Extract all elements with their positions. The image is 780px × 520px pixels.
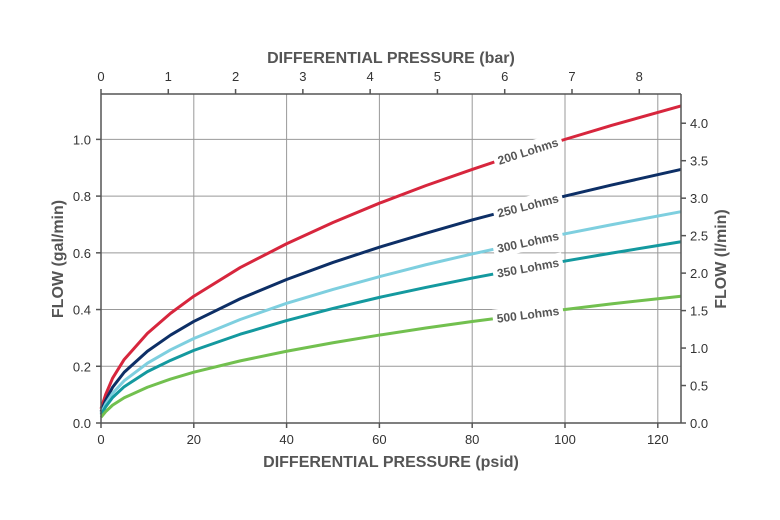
series-line-4 [99, 294, 682, 419]
x2-tick-label: 2 [232, 69, 239, 84]
y2-tick-label: 1.0 [690, 341, 708, 356]
x-tick-label: 0 [97, 432, 104, 447]
y2-axis-title: FLOW (l/min) [713, 209, 730, 309]
grid-lines [101, 94, 681, 423]
series-label-bg [491, 300, 565, 328]
x-tick-label: 80 [465, 432, 479, 447]
series-label-group-0: 200 Lohms [491, 131, 565, 171]
y2-tick-label: 0.0 [690, 416, 708, 431]
series-label-group-1: 250 Lohms [491, 187, 565, 223]
y2-tick-label: 3.5 [690, 154, 708, 169]
series-label-group-4: 500 Lohms [491, 300, 565, 328]
x2-tick-label: 8 [636, 69, 643, 84]
series-label: 200 Lohms [496, 135, 560, 167]
x2-tick-label: 6 [501, 69, 508, 84]
y2-tick-label: 2.0 [690, 266, 708, 281]
series-label-bg [491, 252, 565, 283]
x2-tick-label: 0 [97, 69, 104, 84]
y-tick-label: 0.2 [73, 359, 91, 374]
x2-tick-label: 1 [165, 69, 172, 84]
x-axis-title: DIFFERENTIAL PRESSURE (psid) [263, 454, 519, 471]
x-tick-label: 120 [647, 432, 669, 447]
series-line-2 [99, 210, 682, 415]
series-label-group-3: 350 Lohms [491, 252, 565, 283]
y-tick-label: 0.6 [73, 246, 91, 261]
x-tick-label: 40 [279, 432, 293, 447]
series-line-3 [99, 240, 682, 416]
series-label-bg [491, 225, 565, 259]
y-axis-title: FLOW (gal/min) [50, 200, 67, 318]
x2-tick-label: 4 [367, 69, 374, 84]
y-tick-label: 1.0 [73, 132, 91, 147]
series-label-bg [491, 187, 565, 223]
x2-axis-title: DIFFERENTIAL PRESSURE (bar) [267, 50, 515, 67]
x2-tick-label: 3 [299, 69, 306, 84]
x-tick-label: 100 [554, 432, 576, 447]
axes: 0 20 40 60 80 100 120 0 1 2 3 4 5 6 7 8 0.0 0.2 0.4 0.6 0.8 1… [73, 69, 708, 447]
y2-tick-label: 1.5 [690, 304, 708, 319]
y-tick-label: 0.4 [73, 303, 91, 318]
y-tick-label: 0.8 [73, 189, 91, 204]
x-tick-label: 20 [187, 432, 201, 447]
y2-tick-label: 0.5 [690, 379, 708, 394]
y2-tick-label: 2.5 [690, 229, 708, 244]
y-tick-label: 0.0 [73, 416, 91, 431]
series-lines [99, 104, 682, 419]
series-label-bg [491, 131, 565, 171]
x2-tick-label: 7 [568, 69, 575, 84]
x2-tick-label: 5 [434, 69, 441, 84]
y2-tick-label: 3.0 [690, 191, 708, 206]
x-tick-label: 60 [372, 432, 386, 447]
y2-tick-label: 4.0 [690, 116, 708, 131]
